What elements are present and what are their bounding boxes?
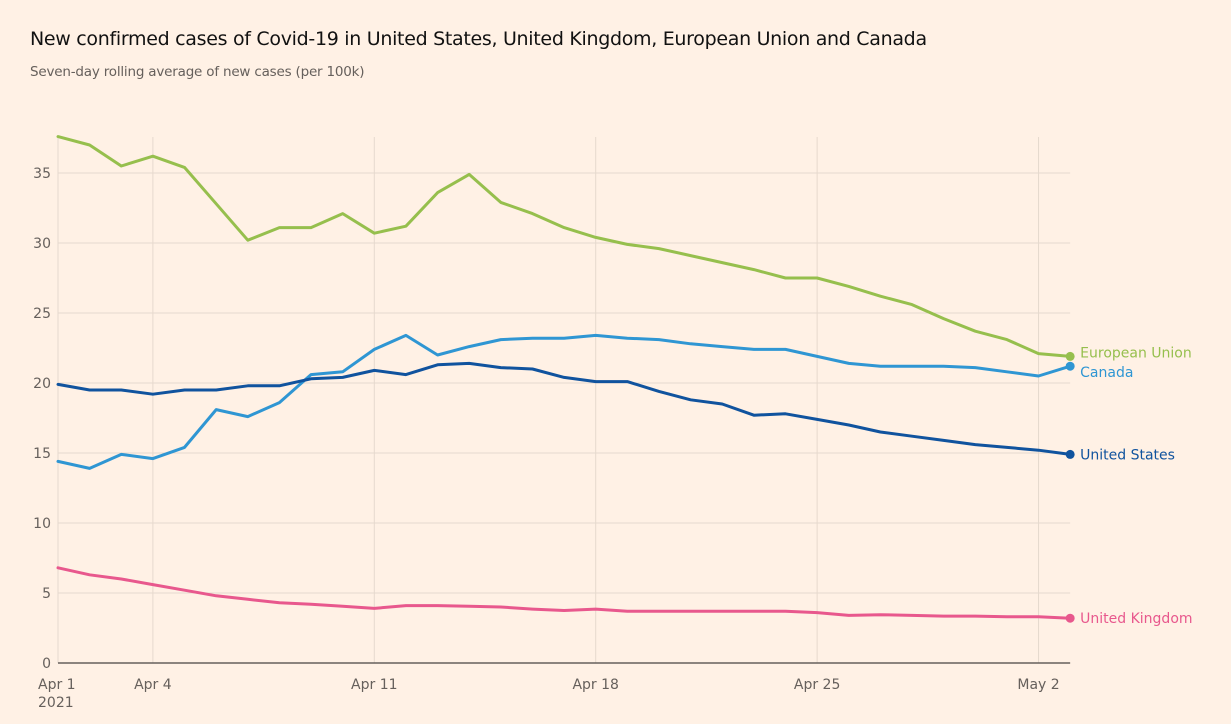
- y-tick-label: 5: [42, 586, 51, 602]
- series-lines: [56, 135, 1075, 623]
- series-label-european-union: European Union: [1080, 345, 1192, 361]
- series-endpoint-united-states: [1065, 449, 1075, 459]
- series-label-canada: Canada: [1080, 365, 1133, 381]
- x-tick-label: Apr 1: [38, 677, 76, 693]
- y-tick-label: 20: [33, 376, 51, 392]
- chart-title: New confirmed cases of Covid-19 in Unite…: [30, 28, 927, 50]
- series-line-united-kingdom: [56, 566, 1072, 620]
- y-tick-label: 0: [42, 656, 51, 672]
- x-tick-label: Apr 4: [134, 677, 172, 693]
- series-label-united-states: United States: [1080, 447, 1175, 463]
- x-tick-sublabel: 2021: [38, 695, 74, 711]
- x-tick-label: Apr 18: [572, 677, 618, 693]
- x-gridlines: [57, 137, 1040, 663]
- x-axis-ticks: Apr 1 2021 Apr 4 Apr 11 Apr 18 Apr 25 May 2: [38, 677, 1060, 711]
- y-tick-label: 15: [33, 446, 51, 462]
- y-axis-ticks: 0 5 10 15 20 25 30 35: [33, 166, 51, 672]
- y-gridlines: [58, 172, 1071, 594]
- x-tick-label: Apr 25: [794, 677, 840, 693]
- y-tick-label: 25: [33, 306, 51, 322]
- series-endpoint-european-union: [1065, 351, 1075, 361]
- x-tick-label: May 2: [1017, 677, 1059, 693]
- series-line-united-states: [56, 361, 1072, 456]
- series-label-united-kingdom: United Kingdom: [1080, 611, 1192, 627]
- series-endpoint-united-kingdom: [1065, 613, 1075, 623]
- y-tick-label: 30: [33, 236, 51, 252]
- y-tick-label: 35: [33, 166, 51, 182]
- series-line-canada: [56, 333, 1072, 470]
- chart-subtitle: Seven-day rolling average of new cases (…: [30, 64, 365, 80]
- y-tick-label: 10: [33, 516, 51, 532]
- series-endpoint-canada: [1065, 361, 1075, 371]
- series-line-european-union: [56, 135, 1072, 358]
- x-tick-label: Apr 11: [351, 677, 397, 693]
- series-labels: European Union Canada United States United …: [1080, 345, 1192, 627]
